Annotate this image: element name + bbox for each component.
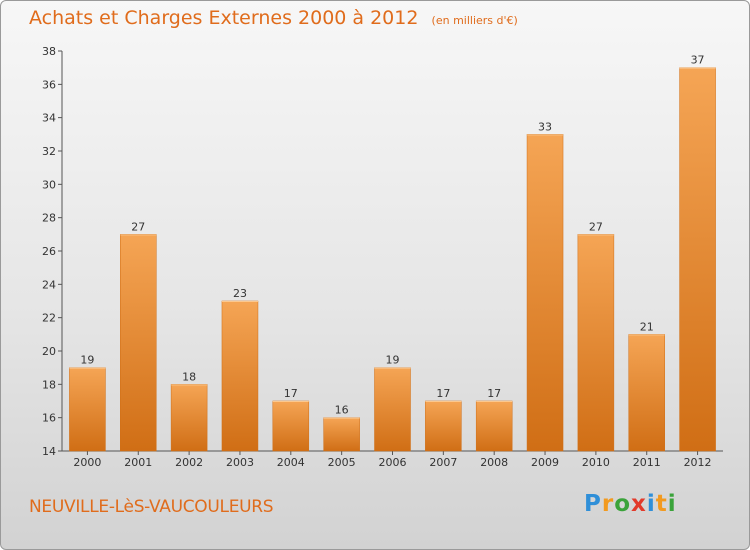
y-tick-label: 20 <box>42 345 56 358</box>
bar <box>272 400 310 452</box>
bar <box>323 417 360 452</box>
x-tick-label: 2004 <box>277 456 305 469</box>
x-tick-label: 2008 <box>480 456 508 469</box>
bar-value-label: 17 <box>284 387 298 400</box>
bar <box>577 234 615 452</box>
y-tick-label: 22 <box>42 312 56 325</box>
x-tick-label: 2009 <box>531 456 559 469</box>
y-tick-label: 26 <box>42 245 56 258</box>
bar-layer <box>69 67 716 452</box>
x-tick-label: 2012 <box>684 456 712 469</box>
bar-value-label: 21 <box>640 320 654 333</box>
x-tick-label: 2011 <box>633 456 661 469</box>
brand-logo-letter: i <box>667 491 677 517</box>
bar-value-label: 33 <box>538 120 552 133</box>
bar-value-label: 19 <box>386 354 400 367</box>
bar-value-label: 37 <box>691 54 705 67</box>
brand-logo-letter: t <box>655 491 668 517</box>
x-tick-label: 2005 <box>328 456 356 469</box>
y-tick-label: 36 <box>42 78 56 91</box>
label-layer: 19 27 18 23 17 16 19 17 17 33 27 21 37 <box>80 54 704 417</box>
y-tick-label: 32 <box>42 145 56 158</box>
bar-value-label: 27 <box>589 220 603 233</box>
brand-logo: Proxiti <box>584 491 677 517</box>
title-row: Achats et Charges Externes 2000 à 2012 (… <box>29 7 518 29</box>
bar <box>475 400 513 452</box>
bar <box>425 400 462 452</box>
bar <box>120 234 157 452</box>
bar <box>69 367 106 452</box>
bar <box>526 134 564 452</box>
y-tick-label: 16 <box>42 412 56 425</box>
town-name: NEUVILLE-LèS-VAUCOULEURS <box>29 497 274 517</box>
bar-value-label: 17 <box>487 387 501 400</box>
bar-value-label: 19 <box>80 354 94 367</box>
bar-value-label: 23 <box>233 287 247 300</box>
chart-title: Achats et Charges Externes 2000 à 2012 <box>29 7 419 29</box>
y-tick-label: 34 <box>42 112 56 125</box>
bar-value-label: 17 <box>436 387 450 400</box>
y-tick-label: 24 <box>42 278 56 291</box>
bar <box>374 367 411 452</box>
bar-value-label: 27 <box>131 220 145 233</box>
y-tick-label: 18 <box>42 378 56 391</box>
bar-value-label: 16 <box>335 404 349 417</box>
brand-logo-letter: r <box>601 491 615 517</box>
y-tick-label: 30 <box>42 178 56 191</box>
y-tick-label: 28 <box>42 212 56 225</box>
brand-logo-letter: i <box>646 491 656 517</box>
x-tick-label: 2006 <box>379 456 407 469</box>
x-tick-label: 2003 <box>226 456 254 469</box>
bar <box>679 67 716 452</box>
y-tick-label: 38 <box>42 45 56 58</box>
bar <box>221 300 259 452</box>
bar <box>628 334 665 452</box>
brand-logo-letter: P <box>584 491 602 517</box>
chart-unit: (en milliers d'€) <box>431 14 518 27</box>
x-tick-label: 2007 <box>429 456 457 469</box>
brand-logo-letter: x <box>631 491 647 517</box>
bar <box>170 384 208 452</box>
brand-logo-letter: o <box>614 491 632 517</box>
x-tick-label: 2001 <box>124 456 152 469</box>
x-tick-label: 2000 <box>73 456 101 469</box>
bar-value-label: 18 <box>182 370 196 383</box>
y-tick-label: 14 <box>42 445 56 458</box>
x-tick-label: 2010 <box>582 456 610 469</box>
x-tick-label: 2002 <box>175 456 203 469</box>
